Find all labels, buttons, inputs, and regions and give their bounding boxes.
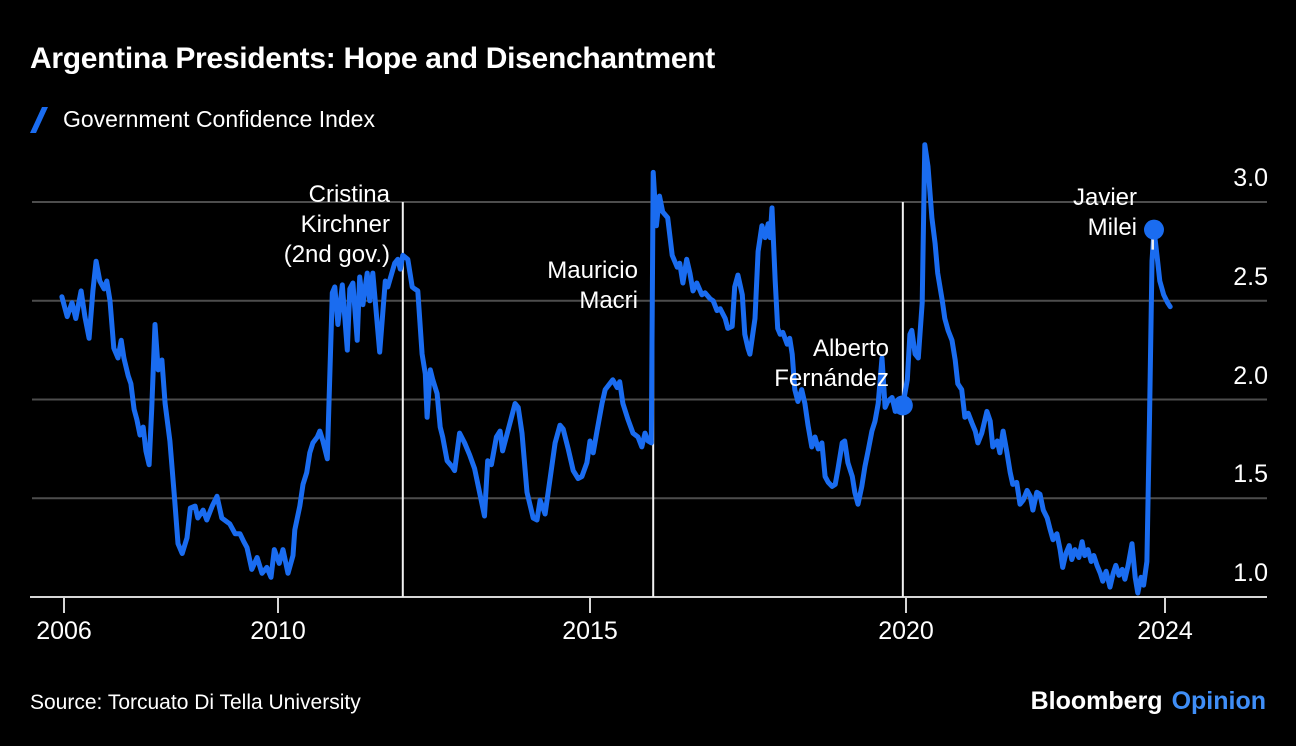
president-label-alberto-fern-ndez: Alberto Fernández: [774, 334, 889, 394]
y-axis-label: 1.5: [1233, 460, 1268, 489]
y-axis-label: 2.5: [1233, 262, 1268, 291]
brand-name: Bloomberg: [1030, 687, 1163, 715]
legend-label: Government Confidence Index: [63, 105, 375, 132]
line-series-legend-icon: [30, 107, 48, 133]
source-text: Source: Torcuato Di Tella University: [30, 691, 361, 714]
legend: Government Confidence Index: [28, 104, 375, 134]
president-label-cristina-kirchner-nd-gov-: Cristina Kirchner (2nd gov.): [284, 180, 390, 270]
x-axis-label: 2024: [1137, 617, 1193, 645]
data-point-dot: [1143, 219, 1164, 240]
president-label-line: Kirchner: [300, 211, 390, 238]
president-label-line: Fernández: [774, 365, 889, 392]
y-axis-label: 2.0: [1233, 361, 1268, 390]
x-axis-label: 2010: [250, 617, 306, 645]
president-label-line: Alberto: [812, 335, 889, 362]
president-label-line: Macri: [579, 287, 638, 314]
x-axis-label: 2015: [562, 617, 618, 645]
x-axis-label: 2006: [36, 617, 92, 645]
bloomberg-opinion-logo: Bloomberg Opinion: [1031, 687, 1266, 716]
data-point-dot: [892, 395, 913, 416]
president-label-mauricio-macri: Mauricio Macri: [547, 256, 638, 316]
president-label-line: Javier: [1072, 184, 1137, 211]
x-axis-label: 2020: [878, 617, 934, 645]
y-axis-label: 3.0: [1233, 164, 1268, 192]
president-label-line: Cristina: [308, 181, 390, 208]
president-label-line: Mauricio: [547, 257, 638, 284]
brand-edition: Opinion: [1171, 687, 1266, 715]
y-axis-label: 1.0: [1233, 559, 1268, 587]
president-label-line: (2nd gov.): [283, 241, 390, 268]
president-label-javier-milei: Javier Milei: [1073, 183, 1137, 243]
chart-title: Argentina Presidents: Hope and Disenchan…: [30, 42, 715, 75]
confidence-line: [59, 142, 1173, 596]
president-label-line: Milei: [1087, 214, 1137, 241]
